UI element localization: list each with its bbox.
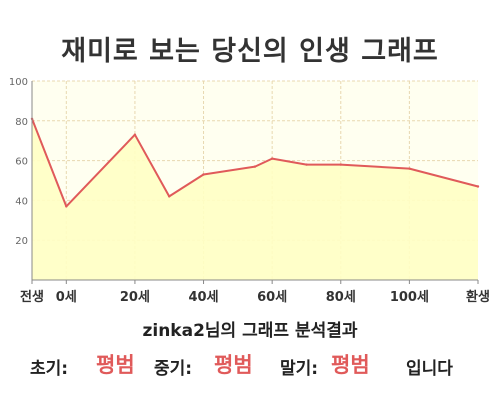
x-tick-label: 100세 (390, 290, 429, 305)
mid-value: 평범 (214, 353, 253, 377)
data-point (339, 163, 342, 166)
early-value: 평범 (96, 353, 135, 377)
data-point (133, 133, 137, 136)
analysis-summary: zinka2님의 그래프 분석결과 (142, 321, 358, 341)
data-point (408, 167, 411, 170)
y-tick-label: 100 (9, 77, 28, 88)
x-tick-label: 60세 (257, 290, 287, 305)
analysis-result: 초기: 평범 중기: 평범 말기: 평범 입니다 (0, 344, 500, 380)
area-fill (32, 118, 478, 280)
chart-title: 재미로 보는 당신의 인생 그래프 (61, 36, 439, 67)
data-point (253, 165, 257, 168)
y-tick-label: 20 (15, 236, 28, 247)
result-suffix: 입니다 (406, 359, 453, 379)
mid-label: 중기: (154, 359, 193, 379)
early-label: 초기: (30, 359, 69, 379)
x-tick-label: 전생 (20, 289, 44, 305)
data-point (202, 173, 205, 176)
x-tick-label: 0세 (56, 290, 77, 305)
y-tick-label: 60 (15, 157, 28, 168)
x-tick-label: 20세 (120, 290, 150, 305)
late-value: 평범 (331, 353, 370, 377)
data-point (305, 163, 308, 166)
late-label: 말기: (280, 359, 319, 379)
data-point (476, 185, 480, 188)
y-tick-label: 40 (15, 196, 28, 207)
data-point (65, 205, 68, 208)
x-tick-label: 환생 (466, 289, 490, 305)
data-point (271, 157, 274, 160)
y-tick-label: 80 (15, 117, 28, 128)
data-point (168, 195, 171, 198)
x-tick-label: 80세 (326, 290, 356, 305)
x-tick-label: 40세 (189, 290, 219, 305)
